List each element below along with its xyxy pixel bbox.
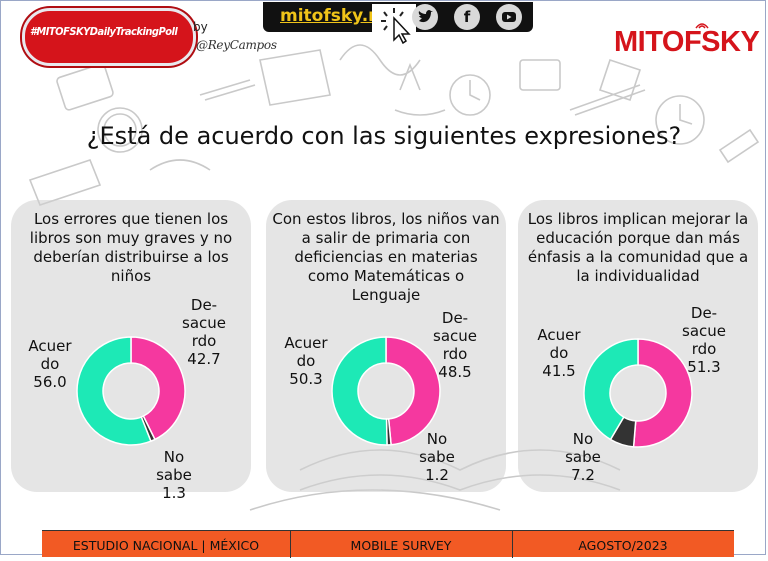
label-desacuerdo: De- sacue rdo 48.5 (429, 309, 481, 381)
label-acuerdo: Acuer do 56.0 (26, 337, 74, 391)
label-no-sabe-text: No sabe 1.2 (419, 430, 455, 484)
slice-acuerdo (583, 338, 639, 441)
page-title: ¿Está de acuerdo con las siguientes expr… (86, 122, 682, 150)
hashtag-text: #MITOFSKYDailyTrackingPoll (30, 25, 178, 38)
brand-logo: MITOFSKY (614, 26, 760, 58)
label-desacuerdo: De- sacue rdo 42.7 (178, 296, 230, 368)
label-no-sabe-text: No sabe 1.3 (156, 448, 192, 502)
label-acuerdo-text: Acuer do 41.5 (537, 326, 581, 380)
label-acuerdo-text: Acuer do 56.0 (28, 337, 72, 391)
label-acuerdo: Acuer do 50.3 (282, 334, 330, 388)
footer-divider (290, 531, 291, 558)
question-text: Con estos libros, los niños van a salir … (272, 210, 500, 304)
twitter-icon[interactable] (412, 4, 438, 30)
footer-divider (512, 531, 513, 558)
slice-desacuerdo (130, 336, 186, 441)
label-acuerdo: Acuer do 41.5 (535, 326, 583, 380)
author-signature: @ReyCampos (196, 38, 277, 52)
slice-acuerdo (76, 336, 152, 446)
hashtag-badge (22, 8, 196, 66)
slice-acuerdo (331, 336, 388, 446)
label-no-sabe: No sabe 1.3 (148, 448, 200, 502)
footer-bar: ESTUDIO NACIONAL | MÉXICO MOBILE SURVEY … (42, 530, 734, 558)
slice-desacuerdo (385, 336, 441, 446)
label-desacuerdo-text: De- sacue rdo 42.7 (182, 296, 226, 368)
by-label: by (193, 20, 208, 34)
donut-chart-2 (331, 336, 441, 446)
donut-chart-3 (583, 338, 693, 448)
footer-study: ESTUDIO NACIONAL | MÉXICO (72, 538, 260, 553)
facebook-icon[interactable]: f (454, 4, 480, 30)
question-text: Los errores que tienen los libros son mu… (29, 210, 233, 285)
slice-desacuerdo (632, 338, 693, 448)
donut-chart-1 (76, 336, 186, 446)
label-desacuerdo: De- sacue rdo 51.3 (678, 304, 730, 376)
footer-method: MOBILE SURVEY (350, 538, 452, 553)
label-no-sabe: No sabe 7.2 (557, 430, 609, 484)
label-no-sabe: No sabe 1.2 (411, 430, 463, 484)
site-link[interactable]: mitofsky.mx (266, 6, 386, 30)
label-no-sabe-text: No sabe 7.2 (565, 430, 601, 484)
footer-date: AGOSTO/2023 (578, 538, 668, 553)
question-text: Los libros implican mejorar la educación… (527, 210, 749, 285)
busy-cursor-icon (381, 8, 411, 45)
wifi-icon (695, 23, 709, 29)
loading-cursor (372, 4, 416, 45)
youtube-icon[interactable] (496, 4, 522, 30)
label-desacuerdo-text: De- sacue rdo 48.5 (433, 309, 477, 381)
label-acuerdo-text: Acuer do 50.3 (284, 334, 328, 388)
label-desacuerdo-text: De- sacue rdo 51.3 (682, 304, 726, 376)
